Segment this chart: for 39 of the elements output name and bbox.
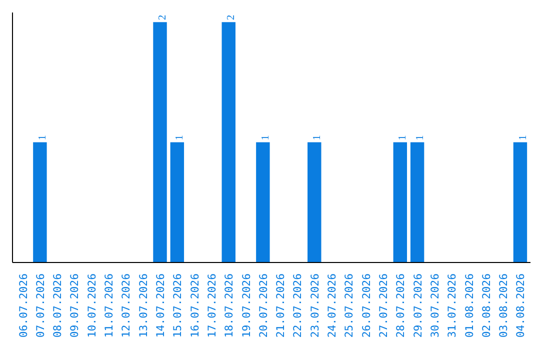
x-tick-label: 07.07.2026 (34, 274, 47, 338)
x-tick-label: 25.07.2026 (342, 274, 356, 338)
x-tick-label: 09.07.2026 (68, 274, 82, 338)
x-tick-label: 14.07.2026 (154, 274, 168, 338)
x-tick-label: 29.07.2026 (411, 274, 424, 338)
data-label: 1 (518, 134, 529, 140)
x-tick-label: 31.07.2026 (446, 274, 459, 338)
x-tick-label: 10.07.2026 (85, 274, 98, 338)
x-tick-label: 24.07.2026 (326, 274, 339, 338)
x-tick-label: 20.07.2026 (256, 274, 270, 338)
x-tick-label: 06.07.2026 (16, 274, 30, 338)
data-label: 1 (260, 134, 272, 140)
x-tick-label: 12.07.2026 (120, 274, 133, 338)
x-tick-label: 26.07.2026 (360, 274, 373, 338)
x-tick-label: 28.07.2026 (394, 274, 408, 338)
x-tick-label: 22.07.2026 (291, 274, 304, 338)
data-label: 1 (398, 134, 409, 140)
x-tick-label: 01.08.2026 (462, 274, 476, 338)
x-tick-label: 18.07.2026 (222, 274, 236, 338)
x-tick-label: 19.07.2026 (240, 274, 253, 338)
x-tick-label: 15.07.2026 (171, 274, 184, 338)
x-tick-label: 27.07.2026 (376, 274, 390, 338)
x-tick-label: 30.07.2026 (428, 274, 442, 338)
x-tick-label: 11.07.2026 (102, 274, 116, 338)
data-label: 1 (312, 134, 323, 140)
x-tick-label: 13.07.2026 (136, 274, 150, 338)
data-label: 2 (158, 14, 169, 20)
x-tick-label: 23.07.2026 (308, 274, 322, 338)
x-tick-label: 04.08.2026 (514, 274, 528, 338)
x-tick-label: 02.08.2026 (480, 274, 493, 338)
x-tick-label: 03.08.2026 (497, 274, 510, 338)
data-label: 1 (38, 134, 48, 140)
x-tick-label: 16.07.2026 (188, 274, 202, 338)
data-label: 1 (174, 134, 186, 140)
x-tick-label: 08.07.2026 (51, 274, 64, 338)
data-label: 2 (226, 14, 238, 20)
data-label: 1 (414, 134, 426, 140)
x-tick-label: 17.07.2026 (205, 274, 218, 338)
x-tick-label: 21.07.2026 (274, 274, 288, 338)
